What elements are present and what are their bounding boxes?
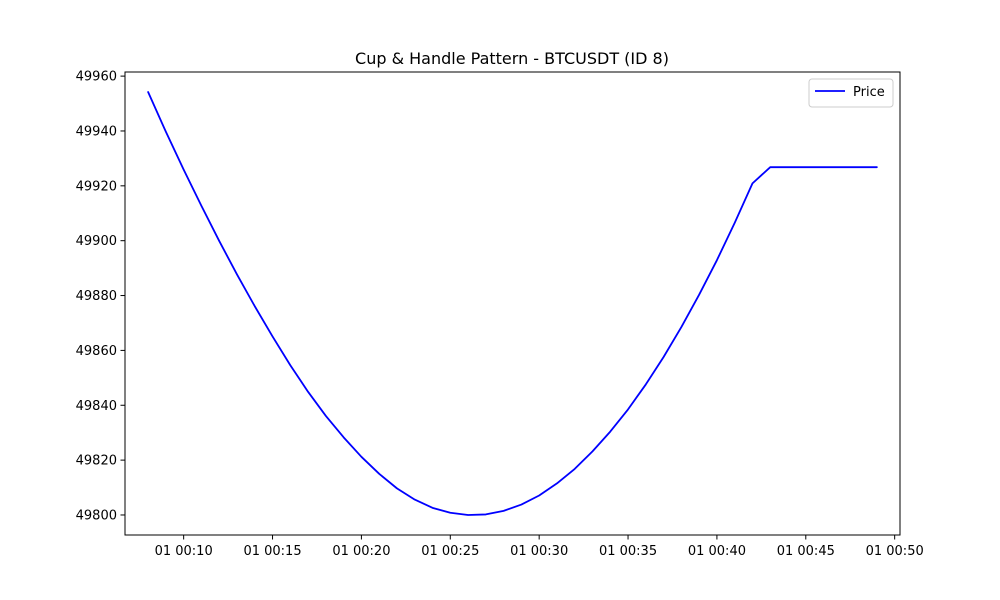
y-tick-label: 49960	[76, 70, 117, 85]
y-tick-label: 49880	[76, 289, 117, 304]
legend: Price	[808, 78, 894, 108]
y-axis: 49800 49820 49840 49860 49880 49900 49920 49940…	[76, 70, 125, 523]
x-tick-label: 01 00:35	[599, 544, 657, 559]
series-layer	[147, 91, 878, 516]
x-axis: 01 00:10 01 00:15 01 00:20 01 00:25 01 00:30…	[155, 535, 924, 559]
legend-label-price: Price	[853, 85, 885, 100]
y-tick-label: 49820	[76, 454, 117, 469]
y-tick-label: 49900	[76, 234, 117, 249]
y-tick-label: 49840	[76, 399, 117, 414]
x-tick-label: 01 00:45	[777, 544, 835, 559]
x-tick-label: 01 00:40	[688, 544, 746, 559]
y-tick-label: 49920	[76, 179, 117, 194]
x-tick-label: 01 00:20	[332, 544, 390, 559]
x-tick-label: 01 00:50	[866, 544, 924, 559]
y-tick-label: 49940	[76, 124, 117, 139]
x-tick-label: 01 00:10	[155, 544, 213, 559]
y-tick-label: 49800	[76, 508, 117, 523]
y-tick-label: 49860	[76, 344, 117, 359]
x-tick-label: 01 00:30	[510, 544, 568, 559]
chart-title: Cup & Handle Pattern - BTCUSDT (ID 8)	[355, 49, 669, 68]
x-tick-label: 01 00:25	[421, 544, 479, 559]
legend-box	[808, 78, 894, 108]
x-tick-label: 01 00:15	[243, 544, 301, 559]
series-line-price	[147, 91, 878, 516]
plot-frame	[124, 71, 901, 536]
plot-area	[124, 71, 901, 536]
